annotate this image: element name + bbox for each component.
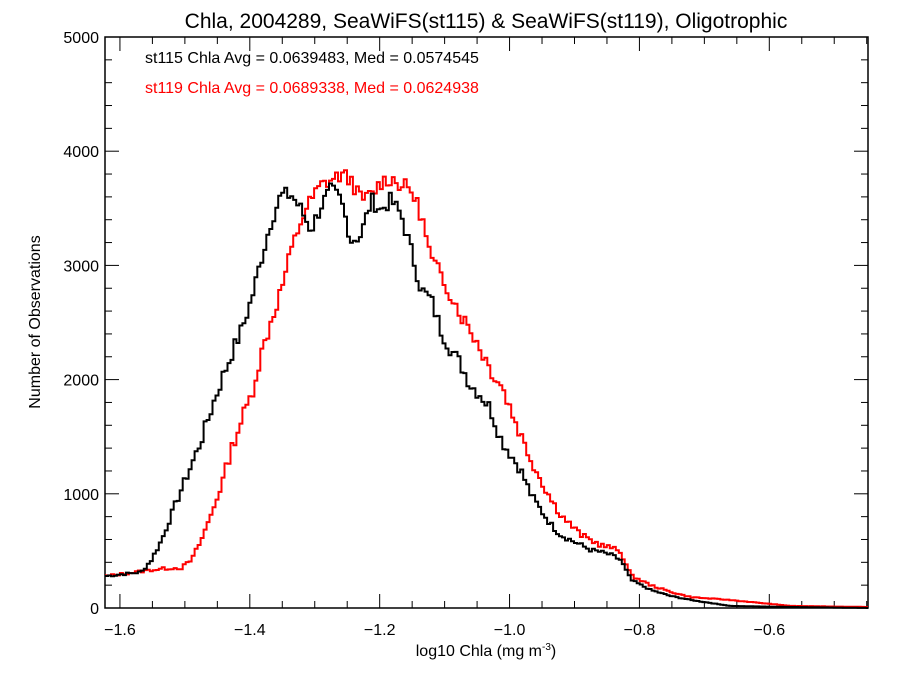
annotation-st115: st115 Chla Avg = 0.0639483, Med = 0.0574… xyxy=(145,50,479,67)
x-axis-label-suffix: ) xyxy=(551,643,556,660)
plot-border xyxy=(104,36,869,609)
y-tick-label: 3000 xyxy=(63,258,99,275)
x-axis-label-sup: -3 xyxy=(542,642,551,653)
x-tick-label: −0.8 xyxy=(624,622,656,639)
y-axis-label: Number of Observations xyxy=(27,235,44,408)
annotation-st119: st119 Chla Avg = 0.0689338, Med = 0.0624… xyxy=(145,80,479,97)
x-tick-label: −0.6 xyxy=(754,622,786,639)
x-axis-label-main: log10 Chla (mg m xyxy=(416,643,542,660)
y-tick-label: 5000 xyxy=(63,30,99,47)
y-tick-label: 0 xyxy=(90,601,99,618)
y-tick-label: 2000 xyxy=(63,373,99,390)
y-tick-label: 4000 xyxy=(63,144,99,161)
x-tick-label: −1.0 xyxy=(494,622,526,639)
x-axis-label: log10 Chla (mg m-3) xyxy=(416,642,557,660)
chart-title: Chla, 2004289, SeaWiFS(st115) & SeaWiFS(… xyxy=(185,10,788,33)
y-tick-label: 1000 xyxy=(63,487,99,504)
x-tick-label: −1.4 xyxy=(234,622,266,639)
axis-ticks: −1.6 −1.4 −1.2 −1.0 −0.8 −0.6 0 1000 2000 3000 400… xyxy=(63,30,868,639)
x-tick-label: −1.6 xyxy=(104,622,136,639)
series-st115 xyxy=(105,182,868,609)
plot-frame xyxy=(104,36,869,609)
series-st119 xyxy=(105,169,868,608)
x-tick-label: −1.2 xyxy=(364,622,396,639)
series-layer xyxy=(105,169,868,609)
